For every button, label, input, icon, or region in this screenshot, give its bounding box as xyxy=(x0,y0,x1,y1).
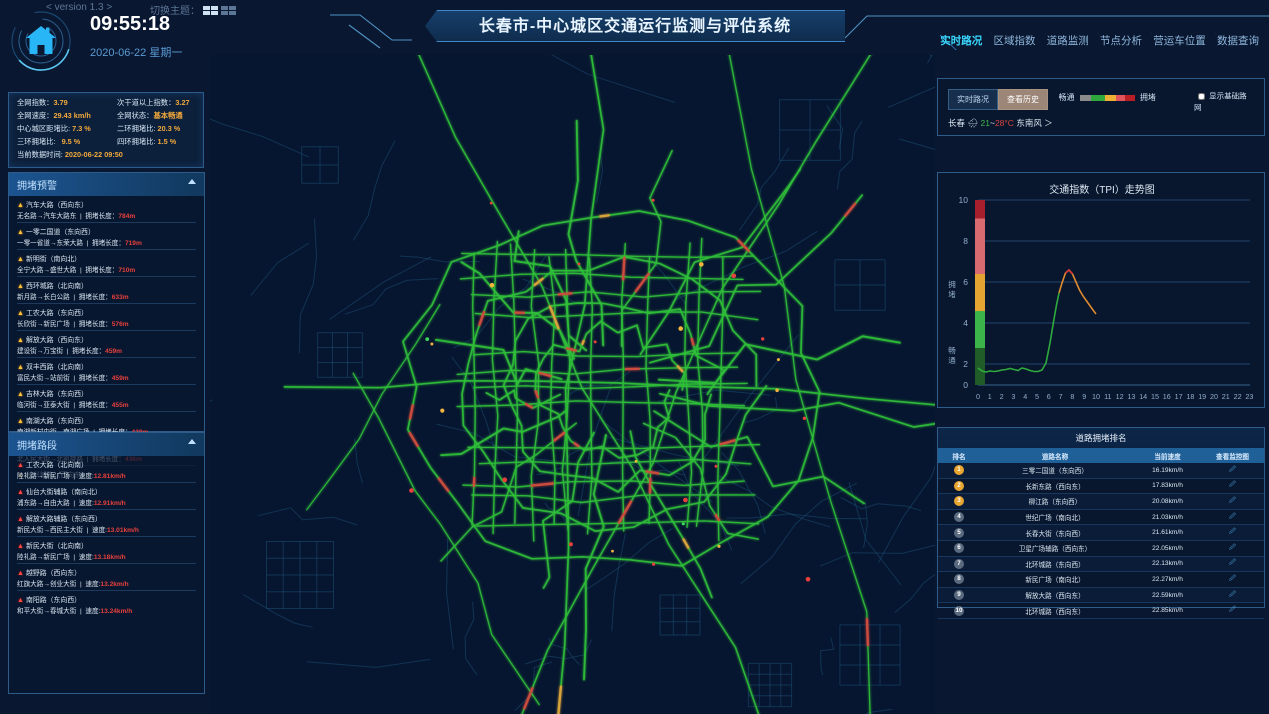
svg-text:4: 4 xyxy=(1023,392,1027,401)
svg-text:2: 2 xyxy=(1000,392,1004,401)
svg-text:16: 16 xyxy=(1163,392,1171,401)
svg-text:2: 2 xyxy=(963,359,968,369)
svg-text:19: 19 xyxy=(1198,392,1206,401)
svg-text:14: 14 xyxy=(1139,392,1147,401)
svg-text:10: 10 xyxy=(1092,392,1100,401)
svg-text:6: 6 xyxy=(1047,392,1051,401)
svg-text:拥: 拥 xyxy=(948,279,956,289)
svg-text:18: 18 xyxy=(1186,392,1194,401)
svg-text:8: 8 xyxy=(1070,392,1074,401)
svg-text:13: 13 xyxy=(1127,392,1135,401)
svg-text:4: 4 xyxy=(963,318,968,328)
svg-text:10: 10 xyxy=(959,195,969,205)
svg-text:20: 20 xyxy=(1210,392,1218,401)
svg-text:21: 21 xyxy=(1222,392,1230,401)
svg-text:22: 22 xyxy=(1234,392,1242,401)
svg-text:9: 9 xyxy=(1082,392,1086,401)
svg-text:17: 17 xyxy=(1175,392,1183,401)
svg-text:23: 23 xyxy=(1245,392,1253,401)
svg-text:7: 7 xyxy=(1059,392,1063,401)
svg-text:0: 0 xyxy=(963,380,968,390)
svg-text:12: 12 xyxy=(1116,392,1124,401)
svg-text:堵: 堵 xyxy=(948,289,956,299)
svg-text:1: 1 xyxy=(988,392,992,401)
svg-text:11: 11 xyxy=(1104,392,1111,401)
svg-text:畅: 畅 xyxy=(948,345,956,355)
svg-text:6: 6 xyxy=(963,277,968,287)
svg-text:3: 3 xyxy=(1011,392,1015,401)
svg-text:0: 0 xyxy=(976,392,980,401)
svg-text:通: 通 xyxy=(948,355,956,365)
svg-text:15: 15 xyxy=(1151,392,1159,401)
svg-text:5: 5 xyxy=(1035,392,1039,401)
svg-text:8: 8 xyxy=(963,236,968,246)
